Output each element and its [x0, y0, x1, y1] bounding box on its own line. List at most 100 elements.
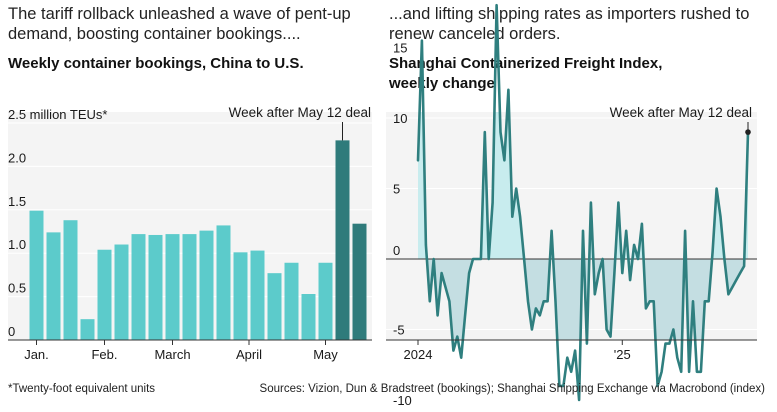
- bar-y-tick-labels: 0 0.5 1.0 1.5 2.0 2.5 million TEUs*: [8, 107, 107, 339]
- bar: [284, 262, 299, 340]
- y-tick-label: 2.5 million TEUs*: [8, 107, 107, 122]
- data-point: [700, 371, 702, 373]
- data-point: [716, 187, 718, 190]
- data-point: [558, 385, 561, 387]
- y-tick-label: 10: [393, 111, 407, 126]
- data-point: [645, 307, 647, 309]
- data-point: [633, 244, 635, 246]
- data-point: [672, 328, 675, 331]
- data-point: [621, 272, 623, 274]
- data-point: [570, 371, 572, 373]
- data-point: [661, 371, 663, 373]
- bar: [318, 262, 333, 340]
- data-point: [625, 230, 627, 232]
- data-point: [468, 272, 470, 274]
- y-tick-label: 0.5: [8, 281, 26, 296]
- data-point: [464, 314, 466, 316]
- data-point: [539, 314, 541, 316]
- data-point: [460, 357, 462, 359]
- footnote: *Twenty-foot equivalent units: [8, 383, 156, 395]
- data-point: [653, 300, 655, 302]
- data-point: [727, 293, 730, 295]
- bar: [250, 250, 265, 340]
- data-point: [519, 216, 521, 218]
- bar-month-labels: Jan. Feb. March April May: [24, 340, 338, 362]
- data-point: [708, 300, 710, 302]
- data-point: [617, 202, 620, 204]
- y-tick-label: 1.5: [8, 194, 26, 209]
- y-tick-label: 0: [8, 324, 15, 339]
- data-point: [511, 216, 513, 218]
- data-point: [613, 272, 616, 274]
- bar: [46, 232, 61, 340]
- bar: [335, 140, 350, 340]
- data-point: [719, 216, 722, 218]
- data-point: [664, 343, 667, 345]
- data-point: [680, 371, 682, 373]
- data-point: [547, 300, 549, 302]
- data-point: [641, 223, 643, 225]
- bar: [216, 225, 231, 340]
- data-point: [507, 89, 509, 91]
- data-point: [590, 202, 592, 204]
- data-point: [531, 328, 533, 331]
- line-points: [417, 4, 749, 401]
- data-point: [598, 272, 600, 274]
- line-x-labels: 2024 '25: [404, 340, 631, 362]
- data-point: [437, 314, 439, 316]
- month-label: March: [154, 347, 190, 362]
- data-point: [448, 300, 450, 302]
- bar: [29, 210, 44, 340]
- data-point: [515, 187, 517, 190]
- annotation-text: Week after May 12 deal: [610, 105, 752, 120]
- data-point: [562, 385, 565, 387]
- y-tick-label: -5: [393, 323, 405, 338]
- data-point: [578, 399, 580, 401]
- data-point: [535, 307, 537, 309]
- data-point: [429, 300, 431, 302]
- data-point: [543, 300, 545, 302]
- data-point: [551, 230, 553, 232]
- data-point: [692, 300, 694, 302]
- bar: [97, 249, 112, 340]
- bar: [267, 273, 282, 340]
- month-label: Feb.: [91, 347, 117, 362]
- data-point: [496, 4, 498, 6]
- data-point: [609, 336, 612, 338]
- data-point: [523, 258, 525, 260]
- data-point: [444, 286, 447, 288]
- data-point: [657, 385, 659, 387]
- month-label: Jan.: [24, 347, 49, 362]
- data-point: [452, 350, 454, 352]
- right-intro-text: ...and lifting shipping rates as importe…: [389, 5, 750, 43]
- data-point: [499, 131, 502, 133]
- y-tick-label: 0: [393, 243, 400, 258]
- data-point: [743, 265, 745, 267]
- y-tick-label: 15: [393, 41, 407, 56]
- bar: [301, 293, 316, 340]
- right-chart-title: Shanghai Containerized Freight Index, we…: [389, 55, 663, 92]
- data-point: [735, 279, 737, 281]
- data-point: [629, 279, 631, 281]
- data-point: [602, 258, 604, 260]
- data-point: [441, 272, 443, 274]
- data-point: [676, 357, 678, 359]
- data-point: [594, 293, 596, 295]
- month-label: May: [313, 347, 338, 362]
- left-intro-text: The tariff rollback unleashed a wave of …: [8, 5, 351, 43]
- data-point: [476, 258, 478, 260]
- data-point: [688, 371, 690, 373]
- x-label: 2024: [404, 347, 433, 362]
- bar: [63, 220, 78, 340]
- data-point: [566, 357, 568, 359]
- x-label: '25: [614, 347, 631, 362]
- data-point: [574, 350, 576, 352]
- bar-series: [29, 140, 367, 340]
- data-point: [433, 258, 435, 260]
- data-point: [606, 328, 608, 331]
- bar: [199, 230, 214, 340]
- data-point: [417, 159, 419, 161]
- left-chart-title: Weekly container bookings, China to U.S.: [8, 55, 304, 72]
